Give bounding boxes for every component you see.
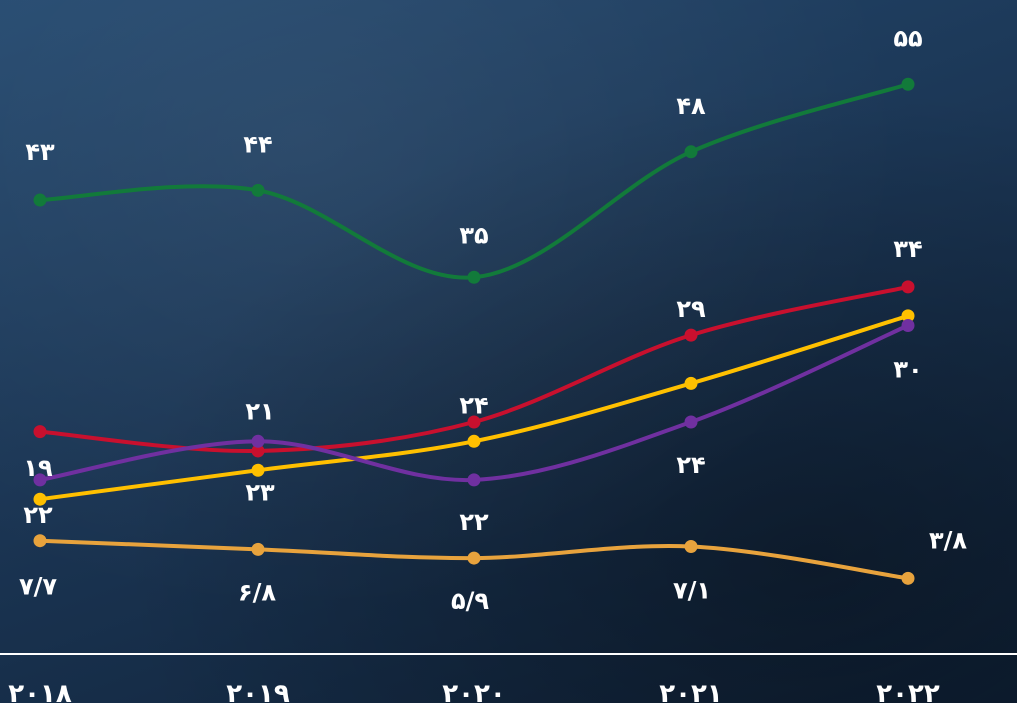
data-point-green bbox=[901, 77, 915, 91]
data-point-yellow bbox=[467, 434, 481, 448]
data-label-yellow: ۲۲ bbox=[23, 501, 53, 529]
data-point-purple bbox=[684, 415, 698, 429]
data-label-orange: ۶/۸ bbox=[238, 578, 276, 606]
data-label-red: ۳۴ bbox=[893, 235, 922, 263]
series-orange bbox=[33, 534, 915, 585]
data-point-orange bbox=[901, 571, 915, 585]
data-point-red bbox=[901, 280, 915, 294]
data-point-orange bbox=[251, 542, 265, 556]
data-label-purple: ۲۴ bbox=[676, 451, 705, 479]
data-point-purple bbox=[467, 473, 481, 487]
data-point-red bbox=[467, 415, 481, 429]
series-yellow bbox=[33, 309, 915, 506]
data-point-green bbox=[467, 270, 481, 284]
data-label-green: ۳۵ bbox=[459, 221, 488, 249]
data-point-orange bbox=[467, 551, 481, 565]
data-label-green: ۴۴ bbox=[243, 130, 272, 158]
x-tick-label: ۲۰۱۸ bbox=[8, 679, 72, 703]
data-point-yellow bbox=[251, 463, 265, 477]
data-point-orange bbox=[684, 539, 698, 553]
series-red bbox=[33, 280, 915, 458]
series-purple bbox=[33, 319, 915, 487]
data-label-layer: ۴۳ ۴۴ ۳۵ ۴۸ ۵۵ ۲۹ ۳۴ ۲۲ ۲۳ ۲۴ ۱۹ ۲۱ ۲۲ ۲۴ ۳۰ ۷/۷ ۶/۸ ۵/۹ ۷… bbox=[19, 24, 967, 615]
data-point-yellow bbox=[901, 309, 915, 323]
x-tick-label: ۲۰۲۰ bbox=[442, 679, 505, 703]
data-point-yellow bbox=[684, 376, 698, 390]
data-label-red: ۲۹ bbox=[676, 295, 706, 323]
data-label-orange: ۷/۱ bbox=[673, 576, 711, 604]
x-tick-label: ۲۰۲۲ bbox=[876, 679, 940, 703]
x-tick-label: ۲۰۱۹ bbox=[226, 679, 290, 703]
data-label-yellow: ۲۳ bbox=[245, 478, 275, 506]
data-label-purple: ۲۱ bbox=[245, 397, 274, 425]
data-point-green bbox=[251, 183, 265, 197]
data-label-purple: ۱۹ bbox=[23, 454, 53, 482]
x-tick-label: ۲۰۲۱ bbox=[659, 679, 722, 703]
series-layer bbox=[33, 77, 915, 585]
data-label-orange: ۷/۷ bbox=[19, 573, 57, 601]
data-point-red bbox=[684, 328, 698, 342]
series-green bbox=[33, 77, 915, 284]
data-point-red bbox=[33, 425, 47, 439]
data-label-purple: ۳۰ bbox=[893, 356, 922, 384]
data-label-green: ۵۵ bbox=[893, 24, 922, 52]
data-point-green bbox=[33, 193, 47, 207]
data-point-red bbox=[251, 444, 265, 458]
data-label-green: ۴۸ bbox=[676, 92, 706, 120]
data-label-green: ۴۳ bbox=[25, 138, 55, 166]
data-point-purple bbox=[901, 319, 915, 332]
data-label-orange: ۳/۸ bbox=[929, 526, 967, 554]
data-point-purple bbox=[251, 434, 265, 448]
data-label-purple: ۲۲ bbox=[459, 508, 489, 536]
data-point-orange bbox=[33, 534, 47, 548]
data-label-orange: ۵/۹ bbox=[451, 587, 489, 615]
data-label-yellow: ۲۴ bbox=[459, 391, 488, 419]
x-tick-layer: ۲۰۱۸ ۲۰۱۹ ۲۰۲۰ ۲۰۲۱ ۲۰۲۲ bbox=[8, 679, 940, 703]
data-point-green bbox=[684, 145, 698, 159]
data-point-yellow bbox=[33, 492, 47, 506]
data-point-purple bbox=[33, 473, 47, 487]
